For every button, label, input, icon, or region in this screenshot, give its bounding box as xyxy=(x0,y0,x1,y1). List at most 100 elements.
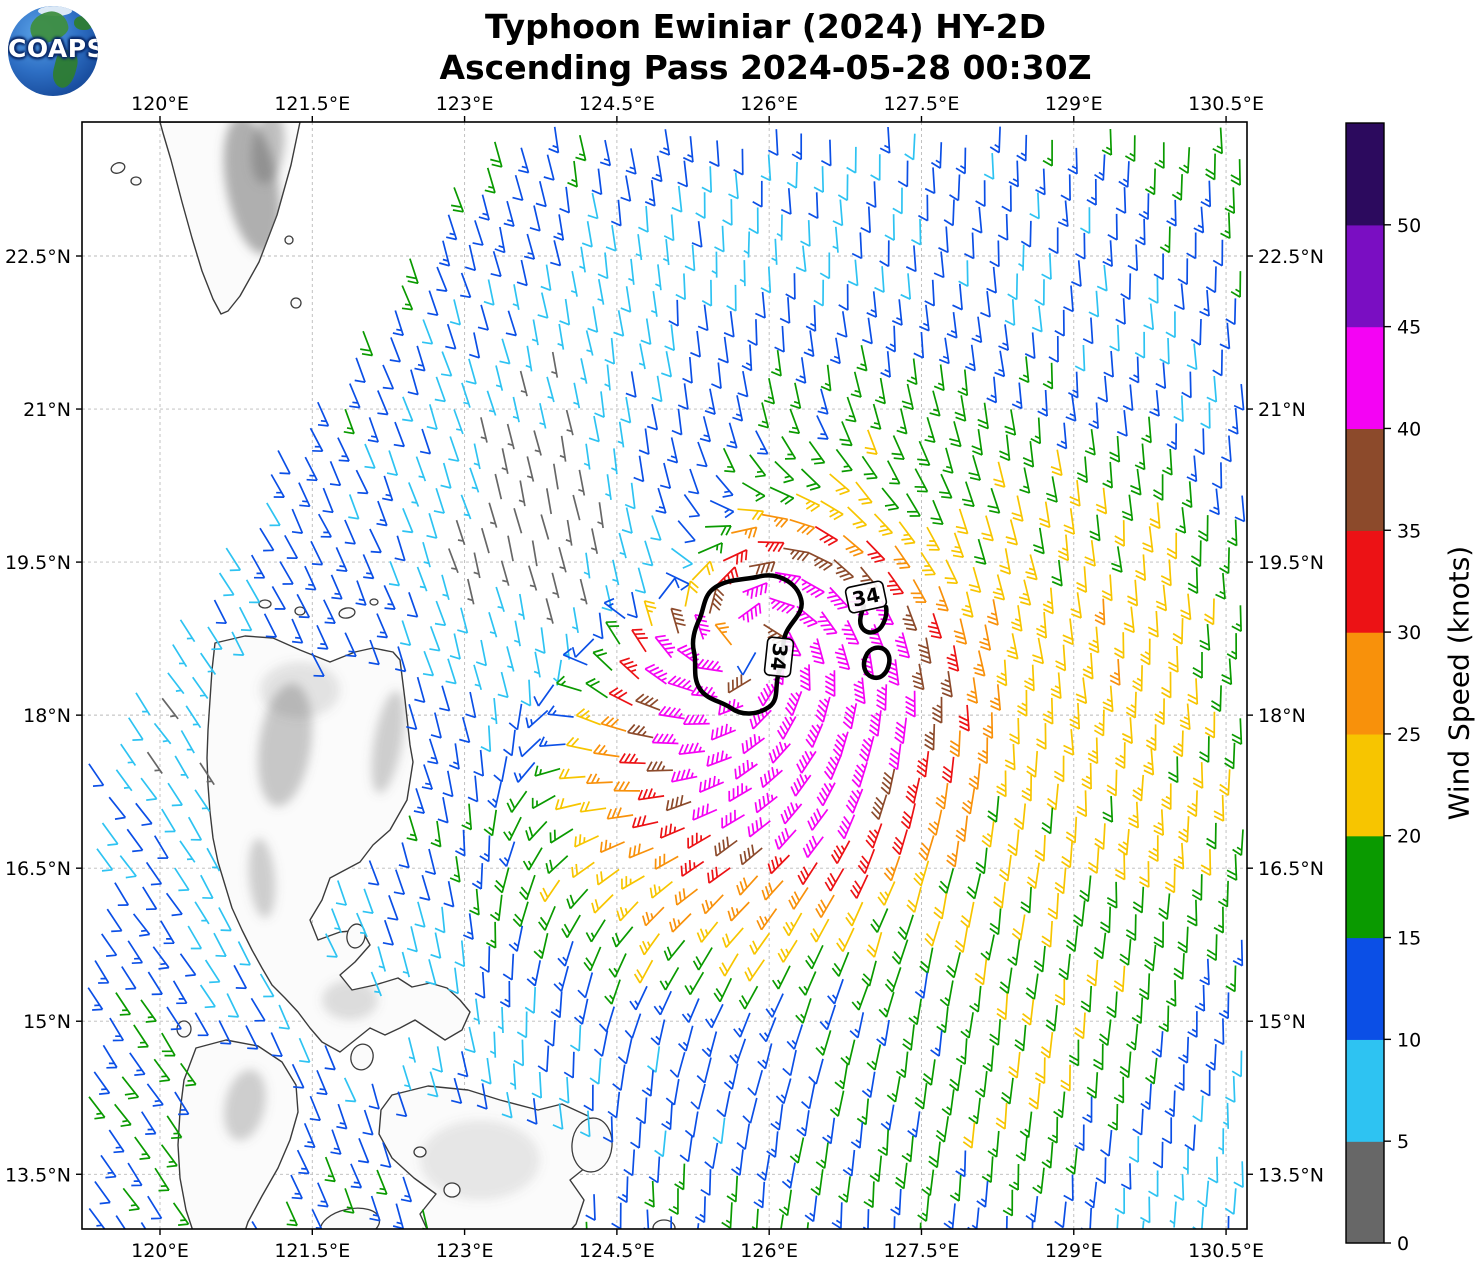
wind-barb xyxy=(464,1026,476,1054)
lon-tick-label-bottom: 127.5°E xyxy=(884,1240,960,1262)
wind-barb xyxy=(1034,835,1046,862)
wind-barb xyxy=(885,325,896,353)
wind-barb xyxy=(749,454,767,478)
wind-barb xyxy=(868,710,882,737)
wind-barb xyxy=(1008,1163,1020,1191)
wind-barb xyxy=(1220,212,1231,240)
wind-barb xyxy=(569,1024,582,1052)
wind-barb xyxy=(1047,1116,1059,1144)
island xyxy=(284,235,294,245)
wind-barb xyxy=(291,508,304,534)
wind-barb xyxy=(179,840,196,863)
wind-barb xyxy=(1207,1156,1219,1184)
wind-barb xyxy=(938,868,955,895)
wind-barb xyxy=(1171,174,1183,201)
wind-barb xyxy=(1113,1076,1125,1104)
wind-barb xyxy=(129,1052,146,1076)
wind-barb xyxy=(894,632,911,659)
wind-barb xyxy=(165,892,183,917)
lat-tick-label-right: 16.5°N xyxy=(1258,858,1324,880)
wind-barb xyxy=(617,1176,629,1204)
wind-barb xyxy=(480,1057,492,1085)
wind-barb xyxy=(605,620,621,645)
wind-barb xyxy=(1192,762,1204,789)
wind-barb xyxy=(174,1091,190,1116)
wind-barb xyxy=(931,696,943,724)
wind-barb xyxy=(1025,554,1038,581)
wind-barb xyxy=(304,565,317,591)
wind-barb xyxy=(807,808,829,831)
wind-barb xyxy=(1203,598,1215,626)
wind-barb xyxy=(446,214,458,241)
wind-barb xyxy=(298,482,311,508)
wind-barb xyxy=(558,1077,570,1104)
wind-barb xyxy=(1218,992,1230,1020)
lat-tick-label-right: 21°N xyxy=(1258,399,1306,421)
wind-barb xyxy=(571,861,595,879)
wind-barb xyxy=(512,174,524,202)
wind-barb xyxy=(115,1215,127,1229)
wind-barb xyxy=(279,561,294,585)
wind-barb xyxy=(557,941,574,967)
wind-barb xyxy=(975,180,986,207)
wind-barb xyxy=(1199,736,1210,763)
wind-barb xyxy=(884,967,902,993)
wind-barb xyxy=(516,1011,528,1039)
wind-barb xyxy=(127,717,144,741)
wind-barb xyxy=(1041,1142,1054,1169)
wind-barb xyxy=(782,1049,797,1077)
wind-barb xyxy=(1115,298,1126,325)
wind-barb xyxy=(430,712,442,739)
wind-barb xyxy=(401,951,411,978)
wind-barb xyxy=(237,941,251,966)
wind-barb xyxy=(634,567,647,594)
wind-barb xyxy=(870,154,881,181)
wind-barb xyxy=(704,388,716,416)
wind-barb xyxy=(1006,633,1019,660)
wind-barb xyxy=(1032,527,1045,555)
wind-barb xyxy=(337,437,350,462)
wind-barb xyxy=(1107,213,1118,241)
wind-barb xyxy=(87,987,104,1011)
wind-barb xyxy=(394,535,406,562)
wind-barb xyxy=(172,644,188,668)
wind-barb xyxy=(904,133,916,161)
wind-barb xyxy=(1225,965,1237,993)
wind-barb xyxy=(949,1174,962,1202)
wind-barb xyxy=(127,1162,143,1187)
wind-barb xyxy=(448,743,460,770)
wind-barb xyxy=(905,245,917,273)
wind-barb xyxy=(690,330,701,358)
wind-barb xyxy=(905,690,916,718)
wind-barb xyxy=(1047,893,1060,920)
wind-barb xyxy=(935,782,949,810)
wind-barb xyxy=(874,266,885,293)
wind-barb xyxy=(552,463,559,490)
wind-barb xyxy=(469,888,480,916)
wind-barb xyxy=(259,973,275,998)
wind-barb xyxy=(1101,128,1113,156)
wind-barb xyxy=(705,1003,724,1029)
wind-barb xyxy=(894,717,908,745)
wind-barb xyxy=(861,960,877,987)
wind-barb xyxy=(1079,207,1091,235)
wind-barb xyxy=(857,848,876,875)
wind-barb xyxy=(539,879,561,903)
wind-barb xyxy=(556,675,582,692)
wind-barb xyxy=(382,919,395,946)
wind-barb xyxy=(1080,1207,1093,1229)
wind-barb xyxy=(684,1111,699,1138)
wind-barb xyxy=(199,984,216,1009)
wind-barb xyxy=(659,129,671,156)
lon-tick-label-top: 130.5°E xyxy=(1188,93,1264,115)
wind-barb xyxy=(1096,264,1108,292)
wind-barb xyxy=(837,174,849,202)
wind-barb xyxy=(1093,709,1105,737)
wind-barb xyxy=(1134,443,1146,471)
wind-barb xyxy=(620,175,632,202)
wind-barb xyxy=(765,993,784,1018)
wind-barb xyxy=(1005,519,1019,546)
wind-barb xyxy=(917,440,931,466)
wind-barb xyxy=(1082,1096,1093,1124)
wind-barb xyxy=(531,540,538,567)
